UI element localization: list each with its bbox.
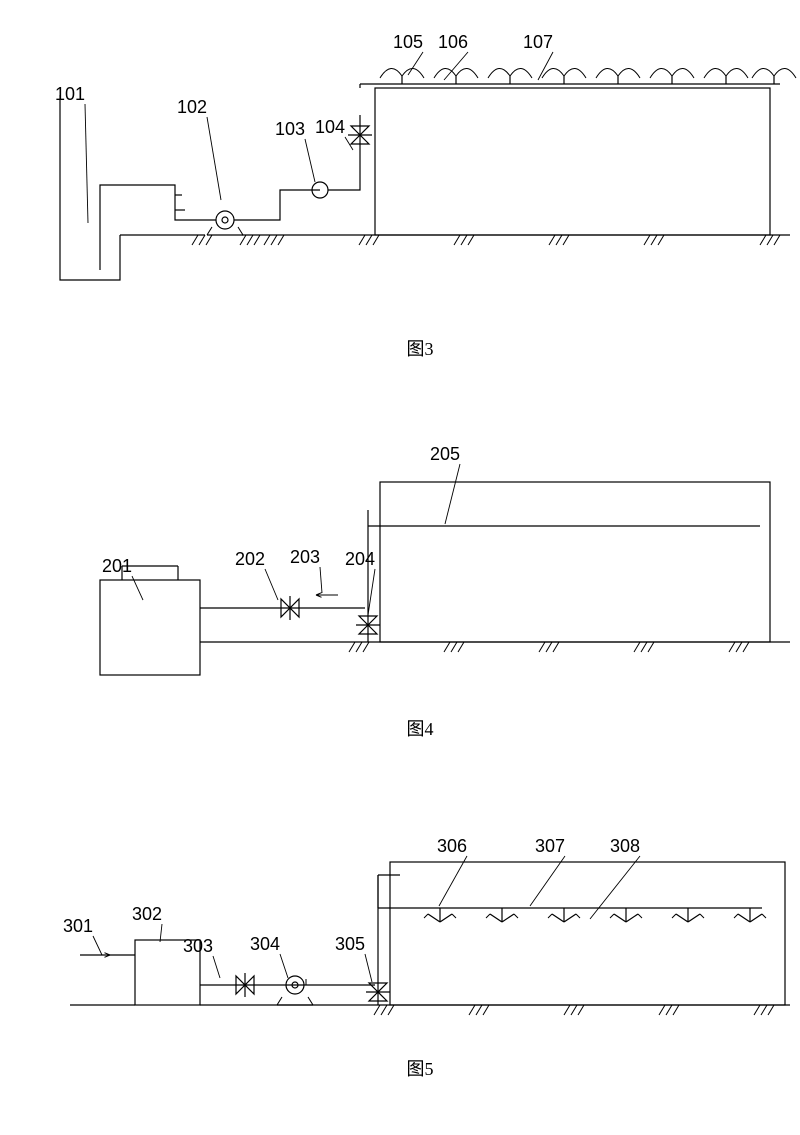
svg-text:302: 302 — [132, 904, 162, 924]
svg-text:104: 104 — [315, 117, 345, 137]
svg-text:102: 102 — [177, 97, 207, 117]
svg-text:101: 101 — [55, 84, 85, 104]
svg-text:103: 103 — [275, 119, 305, 139]
svg-text:303: 303 — [183, 936, 213, 956]
svg-text:304: 304 — [250, 934, 280, 954]
figure-5: 301 302 303 304 305 306 307 308 图5 — [63, 836, 790, 1079]
svg-text:105: 105 — [393, 32, 423, 52]
svg-text:107: 107 — [523, 32, 553, 52]
svg-text:305: 305 — [335, 934, 365, 954]
svg-text:201: 201 — [102, 556, 132, 576]
svg-text:204: 204 — [345, 549, 375, 569]
svg-text:308: 308 — [610, 836, 640, 856]
svg-text:106: 106 — [438, 32, 468, 52]
figure-4: 201 202 203 204 205 图4 — [100, 444, 790, 739]
svg-text:图5: 图5 — [407, 1059, 434, 1079]
svg-text:图4: 图4 — [407, 719, 434, 739]
svg-text:202: 202 — [235, 549, 265, 569]
svg-text:301: 301 — [63, 916, 93, 936]
svg-text:307: 307 — [535, 836, 565, 856]
figure-3: 101 102 103 104 105 106 107 图3 — [55, 32, 796, 359]
svg-text:306: 306 — [437, 836, 467, 856]
svg-text:205: 205 — [430, 444, 460, 464]
svg-text:203: 203 — [290, 547, 320, 567]
svg-text:图3: 图3 — [407, 339, 434, 359]
